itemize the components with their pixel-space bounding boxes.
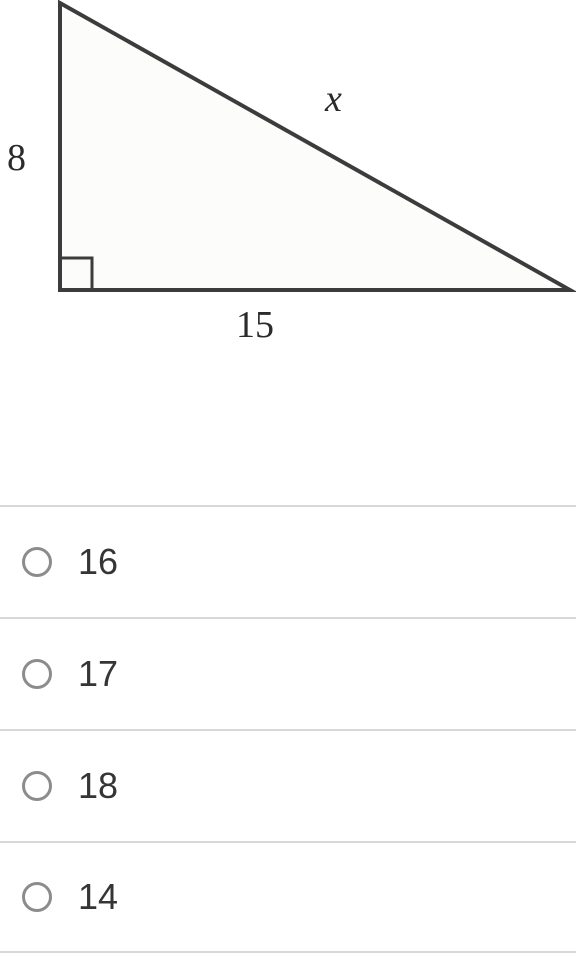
radio-icon[interactable] [22,882,52,912]
option-row[interactable]: 14 [0,841,576,953]
triangle-diagram: 8 x 15 [0,0,576,405]
option-label: 14 [78,876,118,918]
triangle-shape [60,3,570,290]
label-hypotenuse: x [325,77,342,121]
radio-icon[interactable] [22,547,52,577]
triangle-svg [0,0,576,400]
answer-options: 16 17 18 14 [0,505,576,953]
option-row[interactable]: 18 [0,729,576,841]
label-vertical-side: 8 [7,136,26,180]
option-row[interactable]: 17 [0,617,576,729]
radio-icon[interactable] [22,771,52,801]
label-horizontal-side: 15 [236,303,274,347]
option-row[interactable]: 16 [0,505,576,617]
option-label: 17 [78,653,118,695]
option-label: 18 [78,765,118,807]
option-label: 16 [78,541,118,583]
radio-icon[interactable] [22,659,52,689]
